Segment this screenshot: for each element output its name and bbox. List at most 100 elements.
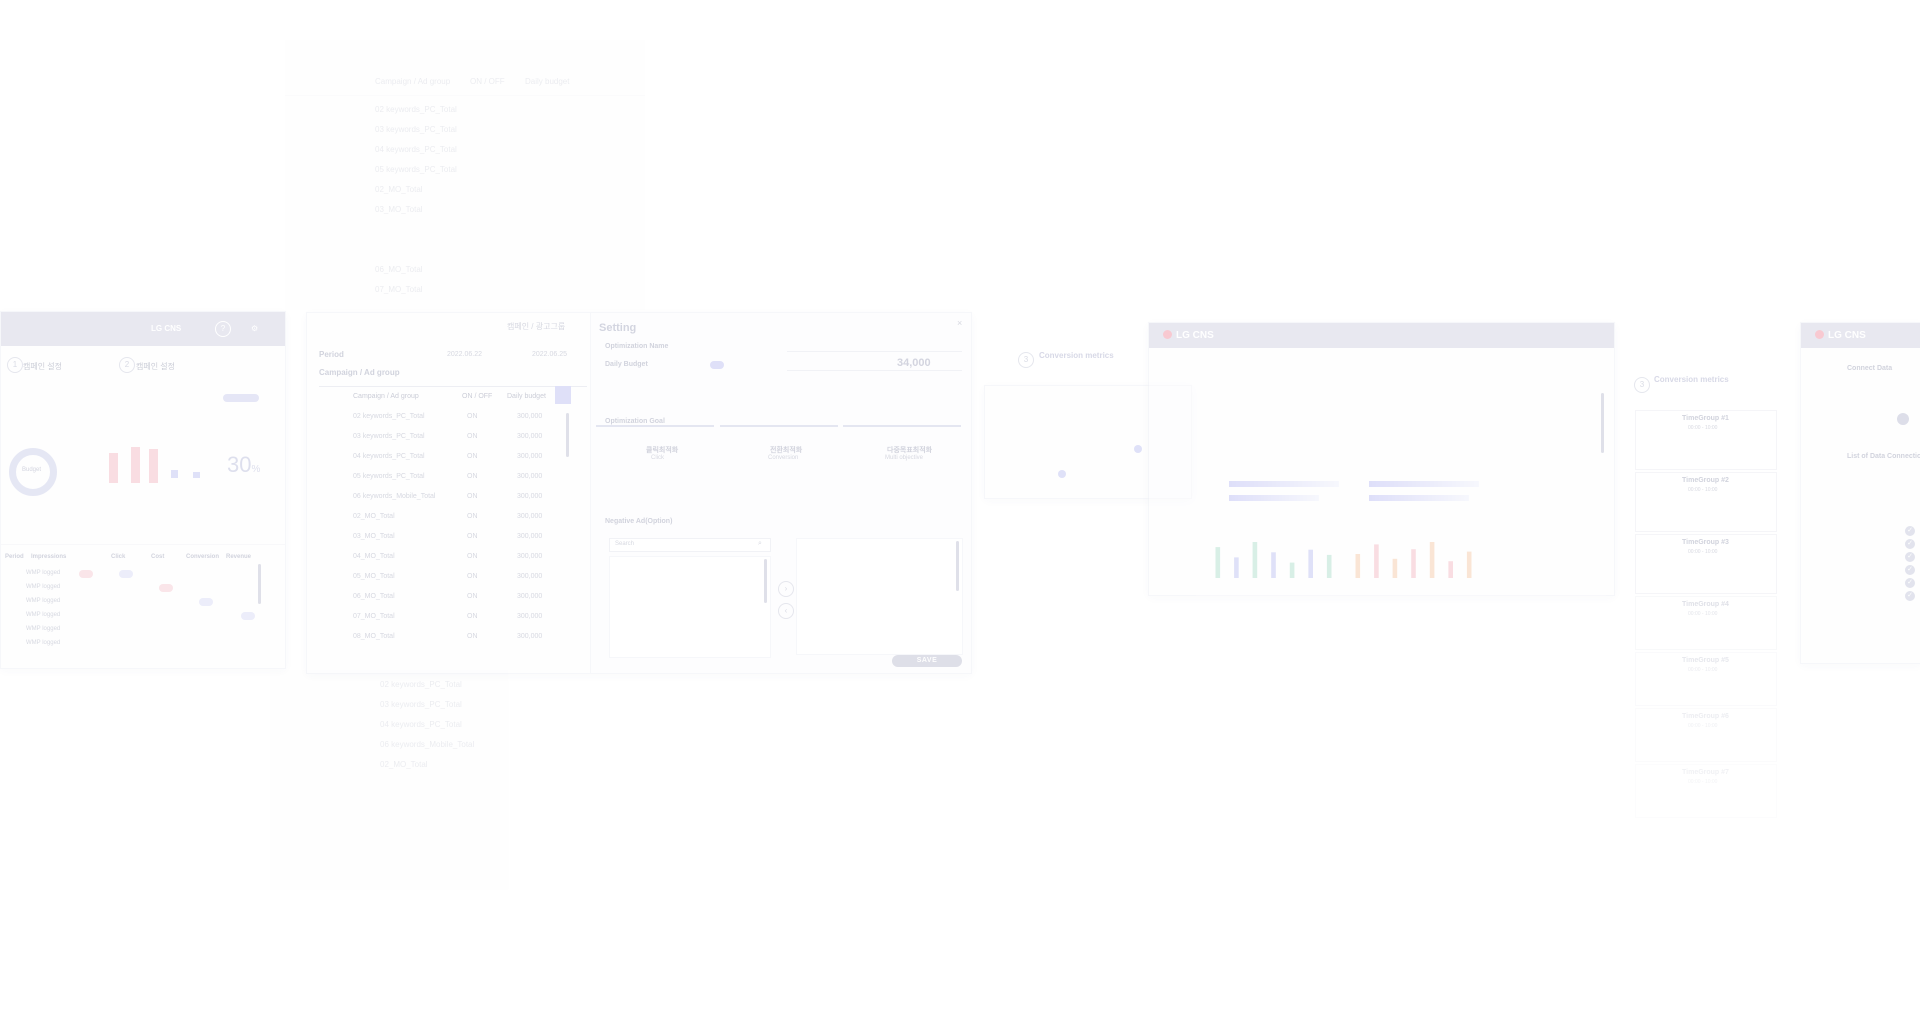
campaign-row[interactable]: 03_MO_Total — [353, 533, 395, 540]
campaign-row[interactable]: 02 keywords_PC_Total — [353, 413, 425, 420]
campaign-row[interactable]: 03 keywords_PC_Total — [353, 433, 425, 440]
campaign-row[interactable]: 07_MO_Total — [353, 613, 395, 620]
left-toggle[interactable] — [223, 394, 259, 402]
check-icon[interactable]: ✓ — [1905, 552, 1915, 562]
ghost-row: 02 keywords_PC_Total — [380, 680, 462, 689]
row-budget: 300,000 — [517, 413, 543, 420]
progress-bar — [1369, 481, 1479, 487]
check-icon[interactable]: ✓ — [1905, 578, 1915, 588]
big-percent: 30% — [227, 452, 261, 477]
goal-click[interactable]: 클릭최적화 Click — [596, 425, 714, 497]
row-budget: 300,000 — [517, 473, 543, 480]
calendar-selected-day[interactable] — [1134, 445, 1142, 453]
column-toggle-button[interactable] — [555, 386, 571, 404]
row-state[interactable]: ON — [467, 633, 478, 640]
campaign-row[interactable]: 05 keywords_PC_Total — [353, 473, 425, 480]
step-3-icon: 3 — [1018, 352, 1034, 368]
target-scrollbar[interactable] — [956, 541, 959, 591]
row-budget: 300,000 — [517, 613, 543, 620]
row-state[interactable]: ON — [467, 533, 478, 540]
table-scrollbar[interactable] — [566, 413, 569, 457]
campaign-row[interactable]: 04 keywords_PC_Total — [353, 453, 425, 460]
check-icon[interactable]: ✓ — [1905, 539, 1915, 549]
conversion-title: Conversion metrics — [1654, 375, 1729, 384]
move-right-icon[interactable]: › — [778, 581, 794, 597]
goal-multi[interactable]: 다중목표최적화 Multi objective — [843, 425, 961, 497]
gear-icon[interactable]: ⚙ — [251, 324, 259, 333]
timegroup-card[interactable]: TimeGroup #4 00:00 - 10:00 — [1635, 596, 1777, 650]
row-budget: 300,000 — [517, 553, 543, 560]
row-state[interactable]: ON — [467, 413, 478, 420]
row-state[interactable]: ON — [467, 473, 478, 480]
campaign-row[interactable]: 05_MO_Total — [353, 573, 395, 580]
calendar-panel[interactable] — [984, 385, 1192, 499]
timegroup-card[interactable]: TimeGroup #5 00:00 - 10:00 — [1635, 652, 1777, 706]
date-end[interactable]: 2022.06.25 — [532, 351, 568, 358]
campaign-row[interactable]: 06_MO_Total — [353, 593, 395, 600]
daily-budget-value[interactable]: 34,000 — [897, 357, 931, 369]
ghost-row: 07_MO_Total — [375, 285, 423, 294]
optimization-name-input[interactable] — [787, 341, 962, 352]
move-left-icon[interactable]: ‹ — [778, 603, 794, 619]
chart-bar — [1411, 549, 1416, 578]
row-budget: 300,000 — [517, 573, 543, 580]
negative-target-list[interactable] — [796, 538, 963, 655]
check-icon[interactable]: ✓ — [1905, 591, 1915, 601]
source-scrollbar[interactable] — [764, 559, 767, 603]
campaign-row[interactable]: 02_MO_Total — [353, 513, 395, 520]
chart-bar — [1252, 542, 1258, 578]
timegroup-card[interactable]: TimeGroup #6 00:00 - 10:00 — [1635, 708, 1777, 762]
goal-sub: Multi objective — [885, 455, 924, 461]
row-state[interactable]: ON — [467, 493, 478, 500]
table-row: WMP logged — [26, 626, 61, 632]
table-header: Revenue — [226, 554, 252, 560]
goal-title: 전환최적화 — [770, 447, 803, 454]
row-state[interactable]: ON — [467, 593, 478, 600]
row-state[interactable]: ON — [467, 553, 478, 560]
help-icon[interactable]: ? — [215, 321, 231, 337]
save-button[interactable]: SAVE — [892, 655, 962, 667]
campaign-row[interactable]: 06 keywords_Mobile_Total — [353, 493, 436, 500]
right-edge-logo: LG CNS — [1815, 330, 1866, 341]
ghost-row: 04 keywords_PC_Total — [375, 145, 457, 154]
left-tab-2[interactable]: 캠페인 설정 — [136, 362, 176, 371]
connect-data-label: Connect Data — [1847, 365, 1893, 372]
check-icon[interactable]: ✓ — [1905, 565, 1915, 575]
timegroup-card[interactable]: TimeGroup #2 00:00 - 10:00 — [1635, 472, 1777, 532]
timegroup-card[interactable]: TimeGroup #3 00:00 - 10:00 — [1635, 534, 1777, 594]
timegroup-card[interactable]: TimeGroup #1 00:00 - 10:00 — [1635, 410, 1777, 470]
campaign-row[interactable]: 08_MO_Total — [353, 633, 395, 640]
setting-title: Setting — [599, 322, 637, 334]
right-edge-panel: LG CNS Connect Data List of Data Connect… — [1800, 322, 1920, 664]
center-scrollbar[interactable] — [1601, 393, 1604, 453]
table-header: Conversion — [186, 554, 220, 560]
scrollbar[interactable] — [258, 564, 261, 604]
ghost-row: 02 keywords_PC_Total — [375, 105, 457, 114]
timegroup-card[interactable]: TimeGroup #7 00:00 - 10:00 — [1635, 764, 1777, 818]
bar — [131, 447, 140, 483]
calendar-selected-day[interactable] — [1058, 470, 1066, 478]
row-state[interactable]: ON — [467, 453, 478, 460]
background-table-top: Campaign / Ad group ON / OFF Daily budge… — [285, 40, 645, 310]
negative-search-input[interactable]: Search ⌕ — [609, 538, 771, 552]
date-start[interactable]: 2022.06.22 — [447, 351, 483, 358]
ghost-row: 04 keywords_PC_Total — [380, 720, 462, 729]
row-state[interactable]: ON — [467, 433, 478, 440]
connect-icon[interactable] — [1897, 413, 1909, 425]
bar — [193, 472, 200, 478]
table-row: WMP logged — [26, 640, 61, 646]
campaign-row[interactable]: 04_MO_Total — [353, 553, 395, 560]
left-tab-1[interactable]: 캠페인 설정 — [23, 362, 63, 371]
chart-bar — [1308, 549, 1313, 578]
negative-source-list[interactable] — [609, 556, 771, 658]
row-state[interactable]: ON — [467, 613, 478, 620]
check-icon[interactable]: ✓ — [1905, 526, 1915, 536]
search-icon[interactable]: ⌕ — [758, 540, 762, 547]
row-budget: 300,000 — [517, 633, 543, 640]
modal-tab[interactable]: 캠페인 / 광고그룹 — [507, 322, 566, 331]
goal-conversion[interactable]: 전환최적화 Conversion — [720, 425, 838, 497]
close-icon[interactable]: × — [957, 318, 963, 328]
row-state[interactable]: ON — [467, 513, 478, 520]
ghost-row: 05 keywords_PC_Total — [375, 165, 457, 174]
row-state[interactable]: ON — [467, 573, 478, 580]
